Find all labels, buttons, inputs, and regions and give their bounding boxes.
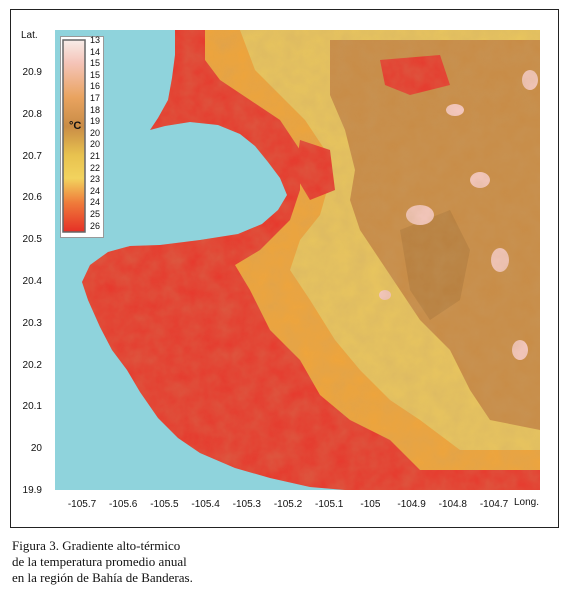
legend-label: 17 (90, 93, 101, 103)
lat-tick-label: 20.3 (22, 317, 42, 329)
lon-tick-label: -105 (360, 499, 381, 510)
lon-tick-label: -105.3 (232, 499, 261, 510)
lat-tick-label: 20.2 (22, 359, 42, 371)
legend-label: 24 (90, 197, 101, 208)
legend-label: 20 (90, 139, 101, 150)
lon-tick-label: -105.6 (109, 499, 138, 510)
legend-label: 15 (90, 69, 101, 80)
legend-label: 20 (90, 127, 101, 138)
lon-tick-label: -104.9 (397, 499, 426, 510)
legend-unit: °C (69, 120, 82, 132)
legend-label: 13 (90, 35, 101, 45)
caption-line: de la temperatura promedio anual (12, 554, 187, 569)
lat-axis-title: Lat. (21, 30, 38, 41)
lon-tick-label: -104.8 (438, 499, 467, 510)
lon-tick-label: -105.4 (191, 499, 220, 510)
lat-tick-label: 20 (30, 443, 42, 455)
legend-label: 24 (90, 185, 101, 196)
caption-line: Figura 3. Gradiente alto-térmico (12, 538, 181, 553)
legend-label: 15 (90, 58, 101, 69)
legend-label: 25 (90, 209, 101, 219)
legend-label: 19 (90, 116, 101, 127)
lon-tick-label: -105.7 (67, 499, 97, 510)
lat-tick-label: 20.7 (22, 150, 42, 162)
legend-label: 18 (90, 104, 101, 115)
lon-tick-label: -105.2 (273, 499, 303, 510)
lat-tick-label: 20.1 (22, 401, 42, 413)
figure-caption: Figura 3. Gradiente alto-térmico de la t… (12, 538, 193, 586)
lon-tick-label: -105.1 (315, 499, 344, 510)
figure-frame (10, 9, 559, 528)
lat-tick-label: 20.8 (22, 108, 42, 120)
legend-label: 14 (90, 46, 101, 57)
legend-label: 21 (90, 151, 101, 161)
lat-tick-label: 19.9 (22, 485, 42, 496)
legend-label: 22 (90, 162, 101, 173)
lat-tick-label: 20.4 (22, 276, 42, 287)
lat-tick-label: 20.6 (22, 192, 42, 204)
legend-label: 26 (90, 220, 101, 231)
caption-line: en la región de Bahía de Banderas. (12, 570, 193, 585)
lat-tick-label: 20.9 (22, 67, 42, 78)
lon-tick-label: -105.5 (150, 499, 179, 510)
legend-label: 23 (90, 174, 101, 185)
map-area (55, 30, 540, 490)
legend-label: 16 (90, 81, 101, 92)
lat-tick-label: 20.5 (22, 234, 42, 246)
long-axis-title: Long. (514, 497, 540, 508)
lon-tick-label: -104.7 (479, 499, 509, 510)
